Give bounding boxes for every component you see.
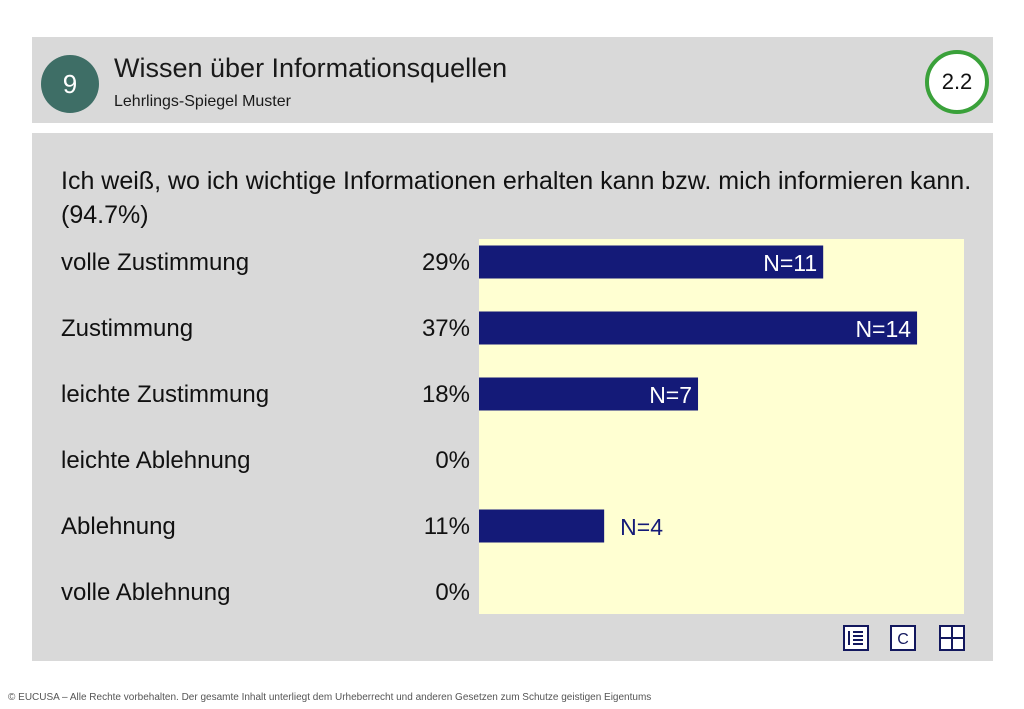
percent-label: 11% <box>423 513 470 540</box>
category-label: Ablehnung <box>61 513 176 540</box>
percent-label: 37% <box>421 315 470 342</box>
question-text: Ich weiß, wo ich wichtige Informationen … <box>61 167 972 229</box>
bar <box>479 509 605 543</box>
bar <box>479 377 699 411</box>
percent-label: 0% <box>435 447 470 474</box>
list-icon[interactable] <box>843 625 869 651</box>
version-badge: 2.2 <box>925 50 989 114</box>
grid-icon[interactable] <box>939 625 965 651</box>
bar-chart: N=11 N=14 N=7 N=4 <box>479 239 964 614</box>
percent-label: 0% <box>435 579 470 606</box>
count-label: N=11 <box>763 250 817 276</box>
percent-label: 18% <box>421 381 470 408</box>
percent-label: 29% <box>421 249 470 276</box>
count-label: N=4 <box>620 514 663 540</box>
chart-background <box>479 239 964 614</box>
header-panel <box>32 37 993 123</box>
category-label: volle Zustimmung <box>61 249 250 276</box>
count-label: N=14 <box>855 316 911 342</box>
slide-number-badge: 9 <box>41 55 99 113</box>
count-label: N=7 <box>649 382 692 408</box>
bar <box>479 311 918 345</box>
category-label: leichte Ablehnung <box>61 447 251 474</box>
bar <box>479 245 824 279</box>
category-label: leichte Zustimmung <box>61 381 270 408</box>
copyright-footer: © EUCUSA – Alle Rechte vorbehalten. Der … <box>8 692 652 703</box>
category-label: Zustimmung <box>61 315 194 342</box>
c-icon-label: C <box>897 631 909 648</box>
page-subtitle: Lehrlings-Spiegel Muster <box>114 93 291 110</box>
category-label: volle Ablehnung <box>61 579 231 606</box>
page-title: Wissen über Informationsquellen <box>114 53 508 83</box>
c-icon[interactable]: C <box>890 625 916 651</box>
